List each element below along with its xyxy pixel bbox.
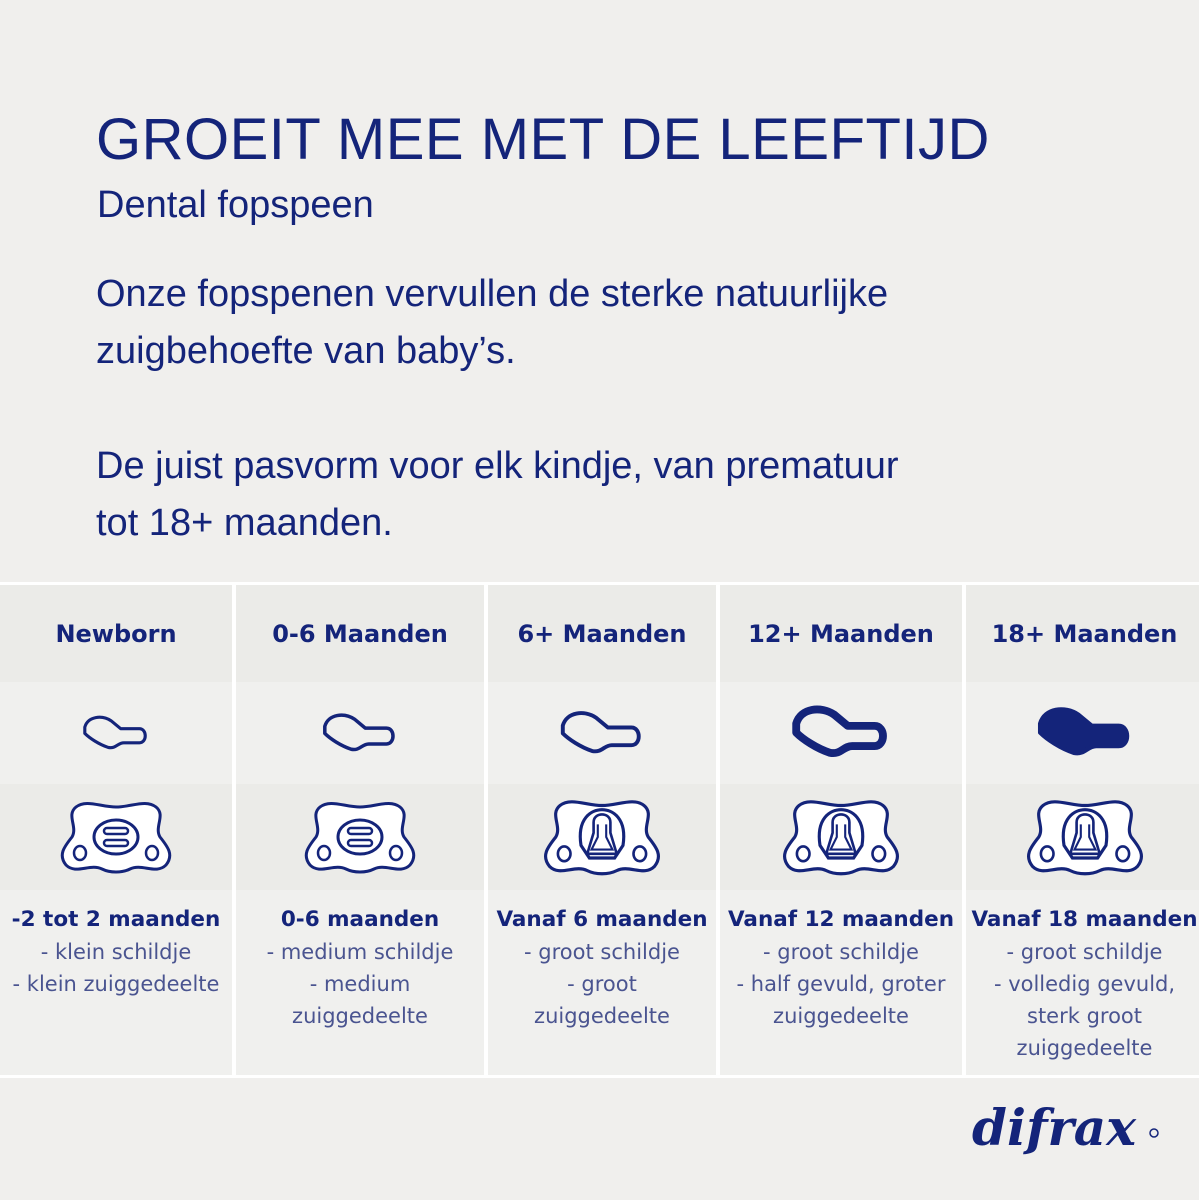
page-title: GROEIT MEE MET DE LEEFTIJD — [96, 107, 990, 172]
fit-paragraph: De juist pasvorm voor elk kindje, van pr… — [96, 438, 1096, 552]
column-label: 12+ Maanden — [748, 619, 934, 648]
intro-paragraph: Onze fopspenen vervullen de sterke natuu… — [96, 266, 1096, 380]
feature-line: - volledig gevuld, — [993, 972, 1176, 996]
feature-line: - groot schildje — [763, 940, 919, 964]
column-description: -2 tot 2 maanden - klein schildje - klein… — [0, 890, 232, 1075]
nipple-profile-small-outline-icon — [83, 715, 147, 749]
column-header: 12+ Maanden — [720, 585, 962, 682]
side-view-cell — [488, 682, 716, 784]
column-header: 0-6 Maanden — [236, 585, 484, 682]
feature-line: zuiggedeelte — [773, 1004, 909, 1028]
column-label: 18+ Maanden — [991, 619, 1178, 648]
nipple-profile-large-outline-icon — [560, 710, 641, 753]
feature-line: - groot — [567, 972, 637, 996]
nipple-profile-medium-outline-icon — [323, 713, 395, 751]
age-range: 0-6 maanden — [280, 907, 440, 932]
nipple-profile-half-filled-icon — [792, 705, 887, 758]
column-description: Vanaf 6 maanden - groot schildje - groot z… — [488, 890, 716, 1075]
age-column: Newborn -2 tot 2 maanden - klein schildj… — [0, 585, 232, 1075]
feature-line: - groot schildje — [1006, 940, 1163, 964]
shield-large-icon — [544, 800, 660, 876]
feature-line: zuiggedeelte — [292, 1004, 428, 1028]
front-view-cell — [966, 784, 1199, 890]
column-label: Newborn — [55, 619, 177, 648]
feature-line: - klein schildje — [40, 940, 192, 964]
feature-line: zuiggedeelte — [1016, 1036, 1153, 1060]
fit-line: tot 18+ maanden. — [96, 502, 393, 544]
feature-line: - medium — [309, 972, 411, 996]
age-column: 6+ Maanden Vanaf 6 maanden - groot schil… — [488, 585, 716, 1075]
shield-large-icon — [1026, 800, 1143, 876]
feature-line: - groot schildje — [524, 940, 680, 964]
front-view-cell — [236, 784, 484, 890]
side-view-cell — [720, 682, 962, 784]
intro-line: zuigbehoefte van baby’s. — [96, 330, 516, 372]
age-column: 12+ Maanden Vanaf 12 maanden - groot sch… — [720, 585, 962, 1075]
front-view-cell — [488, 784, 716, 890]
intro-line: Onze fopspenen vervullen de sterke natuu… — [96, 273, 889, 315]
column-header: 18+ Maanden — [966, 585, 1199, 682]
feature-line: - half gevuld, groter — [736, 972, 946, 996]
column-header: 6+ Maanden — [488, 585, 716, 682]
column-label: 0-6 Maanden — [272, 619, 448, 648]
age-table: Newborn -2 tot 2 maanden - klein schildj… — [0, 582, 1199, 1078]
shield-small-icon — [60, 801, 172, 874]
age-range: Vanaf 12 maanden — [727, 907, 955, 932]
column-description: Vanaf 12 maanden - groot schildje - half … — [720, 890, 962, 1075]
age-column: 18+ Maanden Vanaf 18 maanden - groot sch… — [966, 585, 1199, 1075]
column-description: Vanaf 18 maanden - groot schildje - volle… — [966, 890, 1199, 1075]
column-header: Newborn — [0, 585, 232, 682]
age-range: -2 tot 2 maanden — [11, 907, 221, 932]
side-view-cell — [0, 682, 232, 784]
page-subtitle: Dental fopspeen — [97, 184, 374, 226]
age-range: Vanaf 6 maanden — [496, 907, 708, 932]
shield-large-icon — [783, 800, 899, 876]
age-range: Vanaf 18 maanden — [971, 907, 1198, 932]
side-view-cell — [966, 682, 1199, 784]
feature-line: zuiggedeelte — [534, 1004, 670, 1028]
fit-line: De juist pasvorm voor elk kindje, van pr… — [96, 445, 899, 487]
svg-text:difrax: difrax — [972, 1098, 1137, 1157]
column-label: 6+ Maanden — [517, 619, 687, 648]
age-column: 0-6 Maanden 0-6 maanden - medium schildj… — [236, 585, 484, 1075]
front-view-cell — [720, 784, 962, 890]
shield-medium-icon — [304, 801, 416, 874]
difrax-logo: difrax — [970, 1095, 1165, 1179]
column-description: 0-6 maanden - medium schildje - medium zui… — [236, 890, 484, 1075]
feature-line: - klein zuiggedeelte — [12, 972, 220, 996]
feature-line: - medium schildje — [266, 940, 454, 964]
feature-line: sterk groot — [1027, 1004, 1142, 1028]
side-view-cell — [236, 682, 484, 784]
nipple-profile-filled-icon — [1037, 707, 1129, 756]
front-view-cell — [0, 784, 232, 890]
